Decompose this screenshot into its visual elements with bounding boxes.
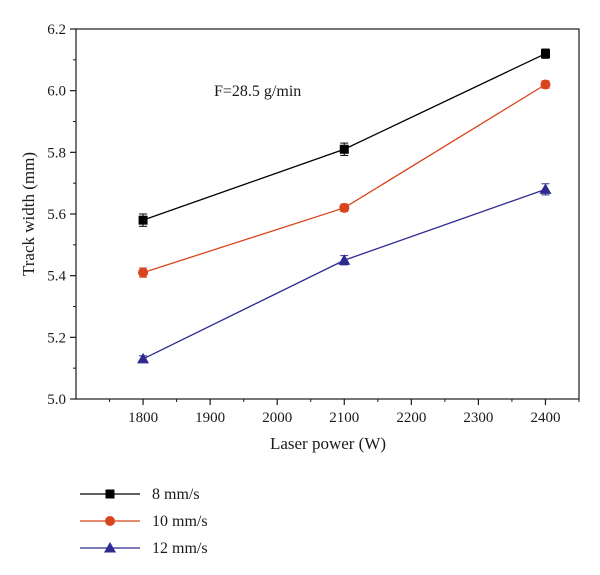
x-tick-label: 2300 — [463, 410, 493, 426]
y-tick-label: 5.6 — [47, 207, 66, 223]
legend-marker — [104, 542, 116, 553]
data-point — [137, 352, 150, 364]
x-tick-label: 1900 — [195, 410, 225, 426]
x-tick-label: 2000 — [262, 410, 292, 426]
legend-marker — [105, 516, 115, 526]
data-point — [540, 49, 550, 59]
series-1 — [138, 79, 551, 278]
axis-ticks: 5.0 5.2 5.4 5.6 5.8 6.0 6.2 1800 1900 2000 2100 220… — [47, 22, 580, 426]
data-point — [339, 202, 350, 213]
series-line — [142, 53, 546, 221]
series-layer — [137, 48, 552, 364]
y-tick-label: 5.4 — [47, 269, 66, 285]
x-tick-label: 2200 — [396, 410, 426, 426]
legend: 8 mm/s 10 mm/s 12 mm/s — [80, 486, 208, 557]
data-point — [539, 183, 552, 194]
y-tick-label: 6.2 — [47, 22, 66, 38]
series-line — [142, 83, 546, 274]
plot-frame — [75, 28, 580, 400]
series-2 — [137, 183, 552, 364]
data-point — [138, 267, 149, 278]
y-tick-label: 5.8 — [47, 145, 66, 161]
y-tick-label: 5.2 — [47, 330, 66, 346]
y-tick-label: 5.0 — [47, 392, 66, 408]
annotation-text: F=28.5 g/min — [214, 83, 301, 100]
x-axis-title: Laser power (W) — [270, 434, 386, 453]
data-point — [540, 79, 551, 90]
legend-marker — [105, 489, 115, 499]
y-tick-label: 6.0 — [47, 84, 66, 100]
data-point — [138, 215, 148, 225]
x-tick-label: 1800 — [128, 410, 158, 426]
legend-label: 8 mm/s — [152, 486, 200, 503]
legend-label: 12 mm/s — [152, 540, 208, 557]
legend-label: 10 mm/s — [152, 513, 208, 530]
y-axis-title: Track width (mm) — [19, 152, 38, 276]
x-tick-label: 2100 — [329, 410, 359, 426]
x-tick-label: 2400 — [530, 410, 560, 426]
series-line — [142, 188, 546, 360]
series-0 — [138, 48, 550, 227]
data-point — [338, 254, 351, 265]
data-point — [339, 144, 349, 154]
